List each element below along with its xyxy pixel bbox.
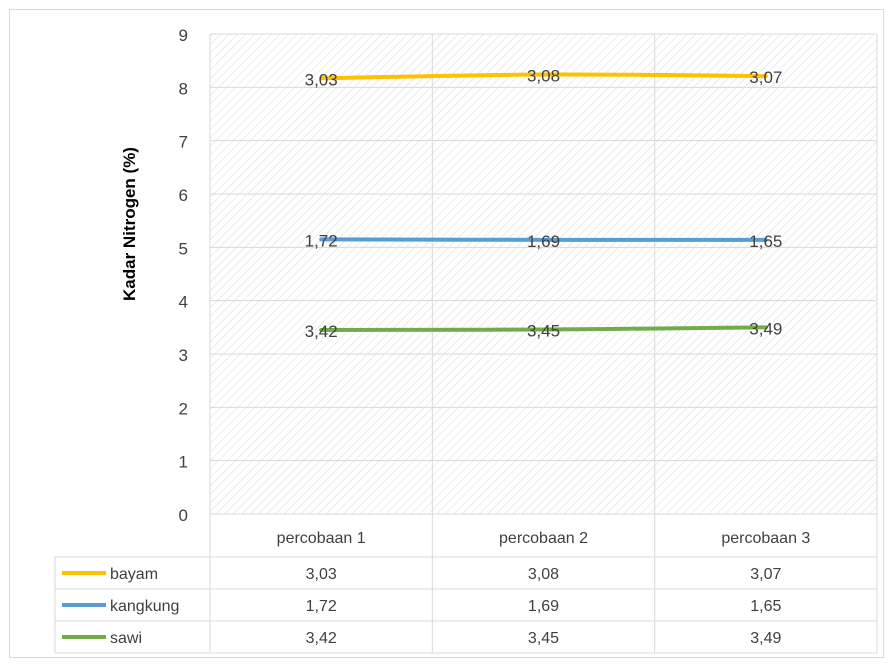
- data-label-kangkung: 1,65: [749, 232, 782, 251]
- data-label-kangkung: 1,72: [305, 231, 338, 250]
- y-tick-label: 7: [179, 133, 188, 152]
- y-tick-label: 9: [179, 26, 188, 45]
- data-label-bayam: 3,08: [527, 67, 560, 86]
- table-cell: 3,07: [750, 566, 781, 583]
- y-tick-label: 2: [179, 399, 188, 418]
- table-cell: 1,65: [750, 598, 781, 615]
- y-axis-ticks: 0 1 2 3 4 5 6 7 8 9: [179, 26, 188, 525]
- y-tick-label: 5: [179, 239, 188, 258]
- table-cell: 3,49: [750, 630, 781, 647]
- y-tick-label: 4: [179, 293, 188, 312]
- category-label: percobaan 3: [721, 530, 810, 547]
- data-label-bayam: 3,03: [305, 70, 338, 89]
- table-cell: 3,08: [528, 566, 559, 583]
- data-table: percobaan 1 percobaan 2 percobaan 3 bayam 3,…: [54, 513, 878, 654]
- category-label: percobaan 2: [499, 530, 588, 547]
- table-cell: 1,72: [306, 598, 337, 615]
- y-tick-label: 3: [179, 346, 188, 365]
- series-line-kangkung: [319, 237, 768, 242]
- table-cell: 1,69: [528, 598, 559, 615]
- data-label-sawi: 3,45: [527, 321, 560, 340]
- y-tick-label: 1: [179, 453, 188, 472]
- category-label: percobaan 1: [277, 530, 366, 547]
- plot-area: [210, 34, 877, 514]
- y-axis-label: Kadar Nitrogen (%): [120, 147, 139, 301]
- legend-label-kangkung: kangkung: [110, 598, 179, 615]
- data-label-sawi: 3,42: [305, 322, 338, 341]
- table-cell: 3,03: [306, 566, 337, 583]
- data-label-bayam: 3,07: [749, 68, 782, 87]
- legend-label-bayam: bayam: [110, 566, 158, 583]
- table-cell: 3,45: [528, 630, 559, 647]
- legend-label-sawi: sawi: [110, 630, 142, 647]
- y-tick-label: 6: [179, 186, 188, 205]
- series-line-sawi: [319, 325, 768, 332]
- data-labels: 3,03 3,08 3,07 1,72 1,69 1,65 3,42 3,45 3,49: [305, 67, 783, 341]
- y-tick-label: 0: [179, 506, 188, 525]
- series-lines: [319, 72, 768, 332]
- table-cell: 3,42: [306, 630, 337, 647]
- series-line-bayam: [319, 72, 768, 81]
- data-label-sawi: 3,49: [749, 319, 782, 338]
- y-tick-label: 8: [179, 79, 188, 98]
- data-label-kangkung: 1,69: [527, 232, 560, 251]
